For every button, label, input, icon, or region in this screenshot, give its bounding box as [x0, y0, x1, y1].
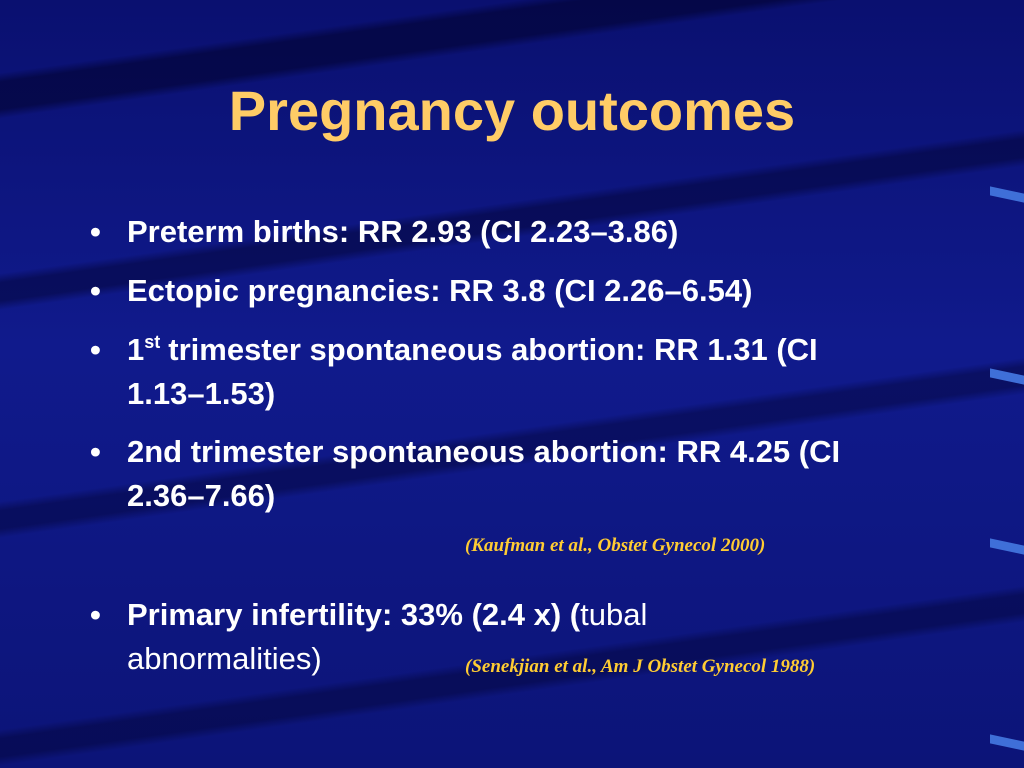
citation: (Senekjian et al., Am J Obstet Gynecol 1… [465, 656, 816, 677]
bullet-text: 2nd trimester spontaneous abortion: RR 4… [127, 434, 841, 513]
bullet: • Preterm births: RR 2.93 (CI 2.23–3.86) [90, 210, 950, 254]
decoration [990, 734, 1024, 751]
bullet: • Primary infertility: 33% (2.4 x) (tubal… [90, 597, 648, 676]
decoration [990, 538, 1024, 555]
bullet-text: Ectopic pregnancies: RR 3.8 (CI 2.26–6.5… [127, 273, 753, 308]
bullet-text: trimester spontaneous abortion: RR 1.31 … [127, 332, 818, 411]
bullet: • 2nd trimester spontaneous abortion: RR … [90, 430, 900, 518]
citation: (Kaufman et al., Obstet Gynecol 2000) [465, 535, 766, 556]
bullet-text: tubal abnormalities) [127, 597, 648, 676]
bullet-text: Primary infertility: 33% (2.4 x) ( [127, 597, 581, 632]
bullet: • 1st trimester spontaneous abortion: RR 1… [90, 332, 818, 411]
bullet: • Ectopic pregnancies: RR 3.8 (CI 2.26–6.… [90, 269, 950, 313]
decoration [990, 368, 1024, 385]
decoration [990, 186, 1024, 203]
superscript: st [144, 332, 161, 352]
bullet-text: 1 [127, 332, 145, 367]
slide-title: Pregnancy outcomes [228, 79, 796, 142]
bullet-text: Preterm births: RR 2.93 (CI 2.23–3.86) [127, 214, 679, 249]
